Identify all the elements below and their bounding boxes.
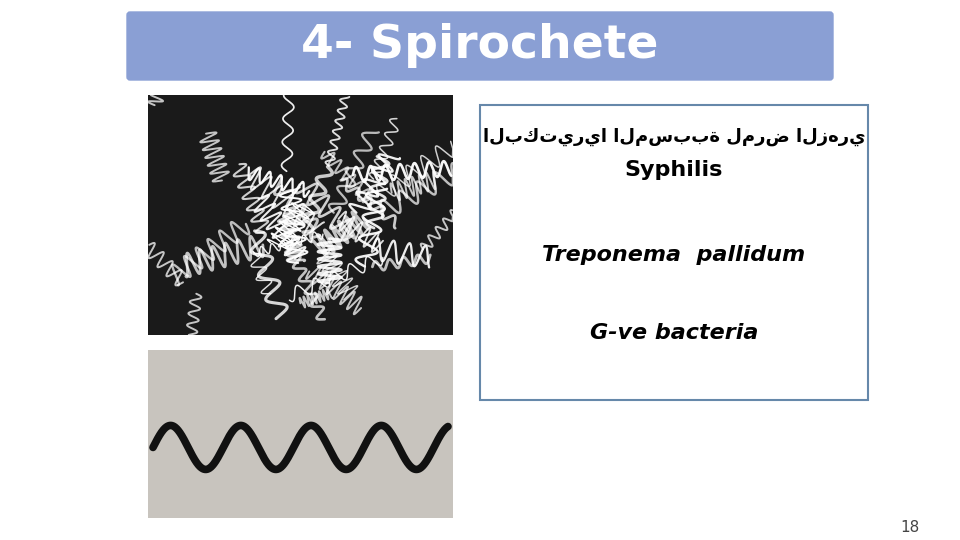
Text: Syphilis: Syphilis (625, 160, 723, 180)
Bar (148, 350, 453, 518)
Text: G-ve bacteria: G-ve bacteria (589, 323, 758, 343)
Text: 4- Spirochete: 4- Spirochete (301, 24, 659, 69)
Bar (480, 105, 868, 400)
Text: Treponema  pallidum: Treponema pallidum (542, 245, 805, 265)
Bar (148, 95, 453, 335)
FancyBboxPatch shape (127, 12, 833, 80)
Text: 18: 18 (900, 521, 920, 536)
Text: البكتيريا المسببة لمرض الزهري: البكتيريا المسببة لمرض الزهري (483, 128, 865, 146)
